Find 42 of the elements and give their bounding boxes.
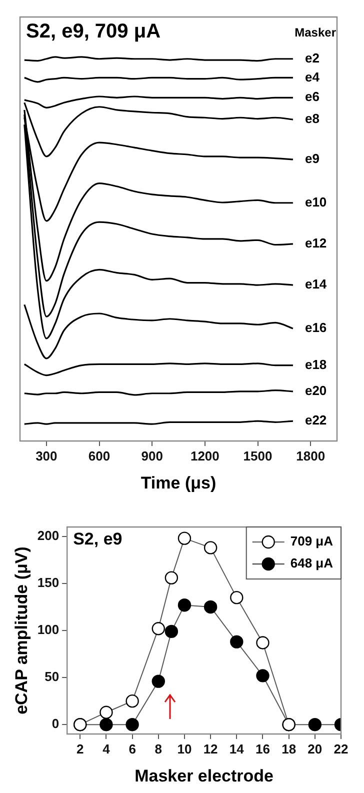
y-tick-label: 200	[37, 528, 60, 543]
series-label: e8	[304, 111, 320, 126]
chart-title: S2, e9, 709 μA	[26, 20, 161, 43]
series-label: e20	[304, 383, 327, 398]
x-tick-label: 300	[36, 448, 58, 464]
series-label: e18	[304, 356, 327, 372]
x-tick-label: 1500	[243, 448, 272, 464]
x-tick-label: 8	[154, 741, 162, 756]
series-label: e9	[304, 151, 320, 166]
x-tick-label: 20	[308, 741, 322, 756]
x-tick-label: 6	[128, 741, 136, 756]
chart-title: S2, e9	[73, 529, 122, 548]
series-label: e22	[304, 412, 327, 428]
x-tick-label: 10	[177, 741, 192, 756]
y-tick-label: 50	[44, 669, 60, 684]
series-label: e10	[304, 194, 327, 210]
y-tick-label: 100	[37, 622, 60, 638]
x-tick-label: 14	[229, 741, 245, 756]
x-tick-label: 18	[282, 741, 296, 756]
x-tick-label: 16	[256, 741, 270, 756]
series-label: e2	[304, 50, 320, 66]
series-label: e6	[304, 89, 320, 104]
x-tick-label: 12	[203, 741, 218, 756]
x-tick-label: 22	[334, 741, 348, 756]
y-tick-label: 150	[37, 575, 60, 590]
series-label: e12	[304, 236, 327, 251]
legend-label: 709 μA	[290, 534, 334, 549]
x-axis-title: Time (μs)	[140, 473, 216, 492]
x-tick-label: 900	[141, 448, 163, 464]
y-tick-label: 0	[52, 716, 60, 732]
x-tick-label: 600	[88, 448, 110, 464]
series-label: e4	[304, 69, 320, 84]
x-tick-label: 4	[102, 741, 111, 756]
legend-title: Masker	[294, 25, 336, 40]
series-label: e16	[304, 320, 327, 336]
x-tick-label: 2	[76, 741, 84, 756]
x-axis-title: Masker electrode	[134, 766, 274, 786]
x-tick-label: 1200	[190, 448, 220, 464]
series-label: e14	[304, 276, 328, 292]
x-tick-label: 1800	[296, 448, 326, 464]
legend-label: 648 μA	[290, 556, 334, 571]
y-axis-title: eCAP amplitude (μV)	[12, 546, 31, 714]
